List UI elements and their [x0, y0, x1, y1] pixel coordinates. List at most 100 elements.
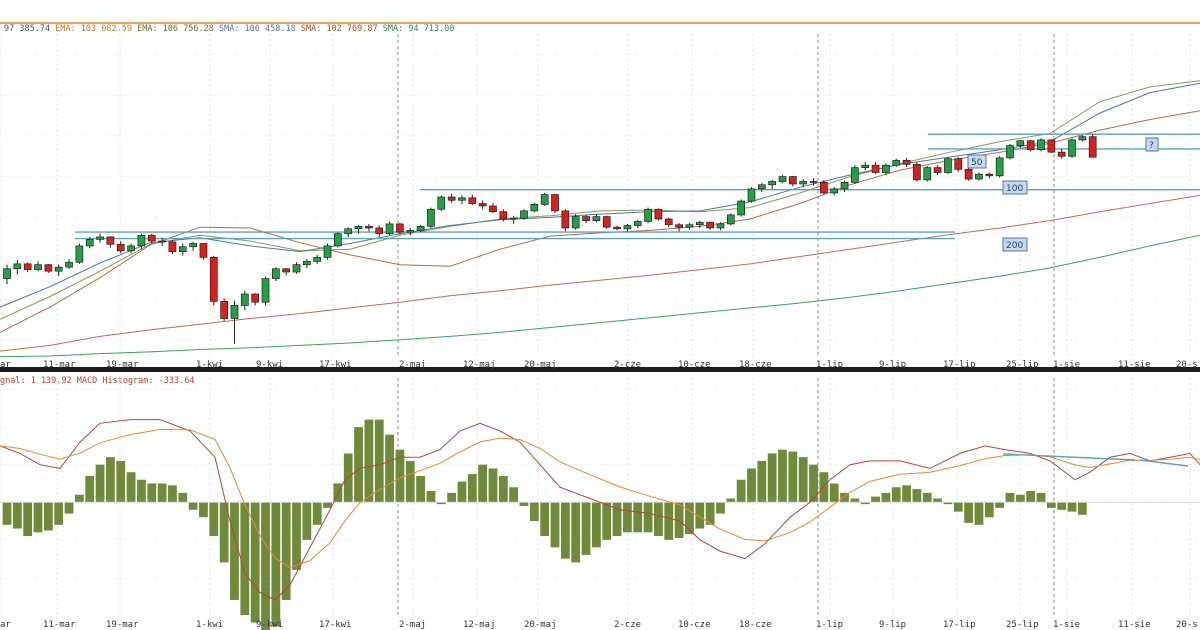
- macd-hist-bar-13: [137, 479, 146, 503]
- candle-41: [427, 208, 435, 227]
- x-tick-top-1: 11-mar: [43, 360, 76, 370]
- macd-hist-bar-45: [467, 474, 477, 503]
- macd-panel: [0, 419, 1200, 630]
- x-tick-top-17: 11-sie: [1118, 360, 1151, 370]
- macd-hist-bar-18: [188, 502, 198, 510]
- macd-trendline-0[interactable]: [1002, 453, 1136, 461]
- candle-102: [1057, 151, 1066, 157]
- candles: [3, 134, 1097, 344]
- macd-hist-bar-70: [726, 498, 736, 503]
- candle-49: [509, 217, 518, 220]
- x-tick-bottom-13: 9-lip: [879, 620, 906, 630]
- macd-hist-bar-62: [643, 502, 653, 533]
- candle-70: [726, 214, 735, 225]
- macd-hist-bar-21: [219, 502, 229, 563]
- candle-96: [995, 157, 1004, 177]
- x-tick-bottom-11: 18-cze: [739, 620, 772, 630]
- x-tick-bottom-15: 25-lip: [1006, 620, 1039, 630]
- macd-hist-bar-80: [829, 483, 839, 503]
- x-tick-top-6: 2-maj: [399, 360, 426, 370]
- x-tick-bottom-18: 20-s: [1176, 620, 1198, 630]
- candle-55: [571, 216, 580, 229]
- candle-18: [189, 243, 197, 248]
- macd-hist-bar-97: [1005, 492, 1015, 503]
- candle-3: [34, 264, 42, 270]
- x-tick-bottom-9: 2-cze: [614, 620, 641, 630]
- candle-15: [158, 240, 166, 243]
- candle-8: [85, 239, 94, 247]
- macd-hist-bar-104: [1077, 502, 1087, 515]
- candle-80: [830, 188, 839, 194]
- macd-hist-bar-89: [922, 492, 932, 503]
- candle-66: [685, 224, 694, 228]
- candle-50: [520, 210, 528, 219]
- candle-87: [902, 159, 911, 165]
- candle-9: [96, 236, 104, 240]
- candle-36: [375, 227, 384, 235]
- candle-23: [240, 293, 249, 306]
- macd-hist-bar-94: [974, 502, 984, 525]
- candle-84: [871, 164, 880, 173]
- macd-hist-bar-22: [230, 502, 239, 600]
- candle-76: [788, 176, 797, 185]
- macd-hist-bar-60: [623, 502, 632, 533]
- candle-30: [313, 256, 322, 262]
- candle-14: [147, 234, 156, 242]
- candle-5: [54, 266, 63, 272]
- price-legend: 97 385.74 EMA: 103 082.59 EMA: 106 756.2…: [4, 24, 454, 34]
- candle-59: [613, 226, 621, 230]
- macd-hist-bar-78: [809, 464, 818, 503]
- ma-line-1: [0, 80, 1200, 320]
- macd-hist-bar-102: [1057, 502, 1067, 510]
- candle-83: [861, 164, 870, 168]
- macd-hist-bar-30: [312, 502, 322, 525]
- x-tick-top-18: 20-s: [1176, 360, 1198, 370]
- macd-hist-bar-54: [560, 502, 570, 559]
- candle-62: [644, 208, 652, 222]
- candle-29: [303, 261, 311, 266]
- macd-hist-bar-86: [891, 487, 901, 503]
- macd-hist-bar-66: [685, 502, 694, 535]
- macd-line: [0, 419, 1200, 601]
- x-tick-bottom-0: ar: [0, 620, 11, 630]
- ma-label-box-2: [1002, 237, 1028, 252]
- macd-hist-bar-44: [457, 481, 467, 503]
- macd-hist-bar-4: [43, 502, 53, 531]
- candle-11: [116, 243, 125, 252]
- macd-hist-bar-91: [943, 502, 953, 505]
- candle-24: [251, 293, 260, 303]
- candle-91: [944, 158, 952, 173]
- candle-7: [75, 245, 84, 263]
- candle-97: [1006, 145, 1014, 159]
- macd-hist-bar-20: [209, 502, 219, 537]
- macd-hist-bar-24: [250, 502, 260, 623]
- price-legend-item-4: SMA: 102 769.87: [300, 24, 383, 34]
- candle-78: [809, 181, 818, 183]
- panel-separator[interactable]: [0, 367, 1200, 372]
- candle-26: [271, 268, 280, 279]
- macd-hist-bar-88: [912, 489, 922, 503]
- candle-81: [840, 181, 849, 190]
- macd-hist-bar-17: [178, 492, 188, 503]
- macd-hist-bar-55: [571, 502, 581, 563]
- x-tick-top-3: 1-kwi: [196, 360, 223, 370]
- candle-33: [344, 228, 353, 235]
- candle-54: [561, 210, 570, 229]
- macd-hist-bar-0: [2, 502, 12, 525]
- macd-hist-bar-52: [540, 502, 550, 537]
- macd-hist-bar-92: [953, 502, 963, 512]
- macd-hist-bar-77: [798, 457, 808, 503]
- candle-79: [820, 181, 828, 194]
- macd-hist-bar-12: [126, 472, 136, 503]
- x-tick-top-0: ar: [0, 360, 11, 370]
- macd-hist-bar-46: [478, 464, 488, 503]
- macd-hist-bar-15: [157, 483, 167, 503]
- macd-hist-bar-84: [871, 496, 880, 503]
- macd-hist-bar-37: [385, 434, 394, 503]
- x-tick-top-13: 9-lip: [879, 360, 906, 370]
- macd-trendline-1[interactable]: [1139, 459, 1189, 467]
- macd-hist-bar-42: [436, 502, 446, 505]
- candle-40: [416, 226, 425, 231]
- x-tick-top-5: 17-kwi: [319, 360, 352, 370]
- candle-103: [1068, 139, 1076, 157]
